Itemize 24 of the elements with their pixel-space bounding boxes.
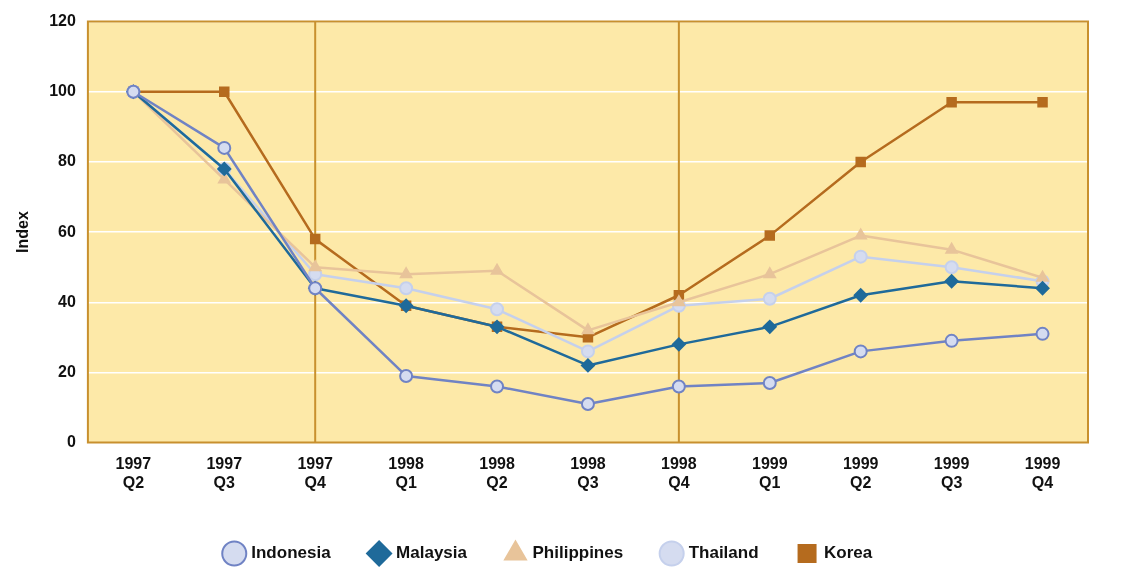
y-tick-label: 100	[49, 82, 76, 100]
legend-label: Philippines	[532, 543, 624, 563]
y-tick-label: 40	[58, 292, 76, 310]
y-axis-title: Index	[14, 211, 32, 253]
y-tick-label: 60	[58, 222, 76, 240]
legend-label: Thailand	[688, 543, 759, 563]
y-tick-label: 120	[49, 12, 76, 30]
legend-label: Indonesia	[251, 543, 332, 563]
x-tick-label: 1998 Q4	[661, 454, 697, 491]
x-tick-label: 1998 Q2	[479, 454, 515, 491]
y-tick-label: 0	[66, 433, 76, 451]
x-tick-label: 1998 Q1	[388, 454, 425, 491]
x-tick-label: 1999 Q3	[933, 454, 970, 491]
x-tick-label: 1999 Q1	[751, 454, 788, 491]
x-tick-label: 1997 Q2	[115, 454, 152, 491]
x-tick-label: 1999 Q2	[842, 454, 879, 491]
x-tick-label: 1997 Q4	[297, 454, 334, 491]
legend-label: Malaysia	[396, 543, 468, 563]
y-tick-label: 20	[58, 362, 76, 380]
legend-label: Korea	[824, 543, 873, 563]
y-tick-label: 80	[58, 152, 76, 170]
x-tick-label: 1997 Q3	[206, 454, 243, 491]
x-tick-label: 1998 Q3	[570, 454, 606, 491]
x-tick-label: 1999 Q4	[1024, 454, 1061, 491]
